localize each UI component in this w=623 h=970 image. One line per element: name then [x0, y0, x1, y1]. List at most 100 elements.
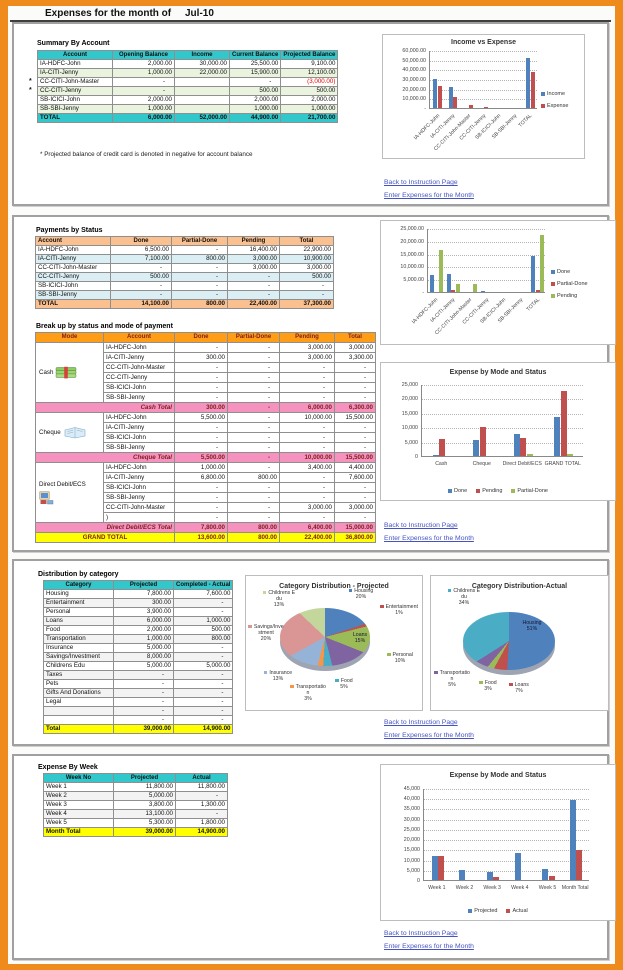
pie-slice-label: Transportation 5% [433, 670, 471, 688]
pie-label-text: Loans [514, 682, 529, 688]
pie-slice-label: Transportation 3% [290, 684, 326, 702]
column-header: Opening Balance [112, 50, 175, 60]
column-header: Income [174, 50, 230, 60]
total-cell: TOTAL [37, 113, 113, 123]
bar-partial-done [451, 290, 456, 292]
enter-expenses-link[interactable]: Enter Expenses for the Month [384, 732, 474, 739]
value-cell: - [227, 392, 280, 403]
column-header: Partial-Done [171, 236, 228, 246]
legend-label: Actual [512, 908, 528, 914]
legend-swatch [380, 604, 384, 608]
mode-wrap: Cash [38, 366, 101, 379]
bar-projected [459, 870, 466, 880]
pie-label-text: Childrens Edu [268, 590, 296, 602]
table-row: Gifts And Donations - - [43, 688, 234, 698]
value-cell: 30,000.00 [174, 59, 230, 69]
pie-slice-label: Food 5% [332, 678, 356, 690]
value-cell: - [279, 362, 335, 373]
bar-income [526, 58, 531, 108]
value-cell: 5,500.00 [174, 412, 228, 423]
account-cell: SB-ICICI-John [103, 432, 175, 443]
enter-expenses-link[interactable]: Enter Expenses for the Month [384, 535, 474, 542]
pie-label-text: Loans [352, 632, 368, 638]
section-summary-by-account: Summary By Account Account Opening Balanc… [12, 22, 609, 206]
legend-item: Pending [551, 293, 577, 299]
value-cell: - [174, 372, 228, 383]
account-cell: IA-CITI-Jenny [103, 422, 175, 433]
value-cell: - [227, 432, 280, 443]
column-header: Projected Balance [280, 50, 339, 60]
back-to-instruction-link[interactable]: Back to Instruction Page [384, 522, 458, 529]
value-cell: - [279, 372, 335, 383]
row-label-cell: Personal [43, 607, 114, 617]
value-cell: - [227, 342, 280, 353]
row-label-cell: Week 1 [43, 782, 114, 792]
value-cell: - [174, 442, 228, 453]
value-cell: 1,800.00 [175, 818, 228, 828]
y-axis-tick-label: 10,000 [403, 857, 420, 864]
value-cell: - [227, 352, 280, 363]
bar-partial-done [535, 290, 540, 292]
total-cell: 39,000.00 [113, 724, 174, 734]
value-cell: - [174, 492, 228, 503]
value-cell: - [227, 362, 280, 373]
value-cell: 5,000.00 [113, 661, 174, 671]
value-cell: (3,000.00) [280, 77, 339, 87]
value-cell: - [174, 482, 228, 493]
y-axis-tick-label: 20,000.00 [400, 238, 424, 245]
page-title: Expenses for the month of [45, 8, 172, 19]
table-row: Cheque IA-HDFC-John 5,500.00-10,000.00 15,5… [35, 412, 376, 453]
legend-swatch [511, 489, 516, 493]
x-axis-label: Month Total [561, 885, 589, 891]
value-cell: 3,300.00 [334, 352, 376, 363]
table-row: -- [43, 715, 234, 725]
value-cell: 500.00 [280, 86, 339, 96]
value-cell: 11,800.00 [113, 782, 176, 792]
bar-done [513, 434, 520, 456]
y-axis-tick-label: 60,000.00 [402, 48, 426, 54]
table-row: IA-HDFC-John 2,000.00 30,000.00 25,500.00 9,… [37, 59, 339, 69]
y-axis-tick-label: 10,000.00 [402, 96, 426, 103]
value-cell: - [172, 598, 234, 608]
back-to-instruction-link[interactable]: Back to Instruction Page [384, 719, 458, 726]
column-header: Week No [43, 773, 114, 783]
pie-label-text: Entertainment [385, 604, 418, 610]
value-cell: - [227, 372, 280, 383]
row-label-cell: IA-HDFC-John [35, 245, 111, 255]
chart-title: Expense by Mode and Status [449, 369, 547, 376]
value-cell: 3,000.00 [334, 342, 376, 353]
bar-partial-done [526, 454, 533, 456]
value-cell: 3,400.00 [279, 462, 335, 473]
worksheet-canvas: Expenses for the month of Jul-10 Summary… [8, 6, 616, 964]
row-label-cell: SB-ICICI-John [37, 95, 113, 105]
table-row: Week 3 3,800.00 1,300.00 [43, 800, 228, 810]
back-to-instruction-link[interactable]: Back to Instruction Page [384, 179, 458, 186]
payments-section-label: Payments by Status [36, 227, 103, 234]
value-cell: - [279, 281, 334, 291]
value-cell: - [227, 502, 280, 513]
plot-area [427, 229, 545, 293]
legend-swatch [509, 682, 513, 686]
row-label-cell: SB-SBI-Jenny [37, 104, 113, 114]
pie-label-pct: 7% [515, 688, 523, 694]
breakup-grid: Mode Account Done Partial-Done Pending Total C… [35, 332, 376, 543]
value-cell: 2,000.00 [113, 625, 174, 635]
gridline [428, 241, 545, 243]
legend-item: Done [551, 269, 570, 275]
value-cell: - [334, 422, 376, 433]
table-row: Week 1 11,800.00 11,800.00 [43, 782, 228, 792]
gridline [424, 789, 589, 790]
gridline [428, 229, 545, 230]
enter-expenses-link[interactable]: Enter Expenses for the Month [384, 192, 474, 199]
column-header: Partial-Done [227, 332, 280, 343]
value-cell: 500.00 [279, 272, 334, 282]
total-cell: 22,400.00 [227, 299, 280, 309]
enter-expenses-link[interactable]: Enter Expenses for the Month [384, 943, 474, 950]
legend-swatch [551, 270, 555, 274]
gridline [430, 89, 537, 91]
back-to-instruction-link[interactable]: Back to Instruction Page [384, 930, 458, 937]
value-cell: - [227, 442, 280, 453]
bar-actual [493, 877, 500, 880]
bar-expense [484, 107, 489, 108]
value-cell: - [175, 809, 228, 819]
